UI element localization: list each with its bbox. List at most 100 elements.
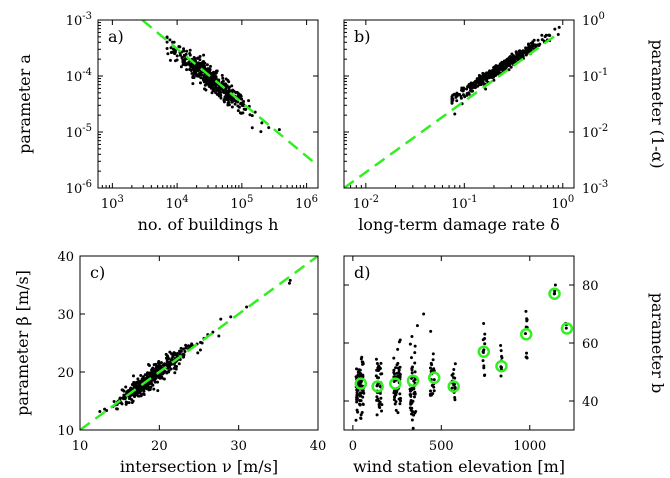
mean-marker <box>447 380 460 393</box>
data-point <box>160 376 164 380</box>
data-point <box>475 77 479 81</box>
x-tick-label: 10-1 <box>451 194 477 212</box>
data-point <box>410 335 414 339</box>
data-point <box>392 398 396 402</box>
data-point <box>217 334 221 338</box>
data-point <box>358 402 362 406</box>
data-point <box>482 77 486 81</box>
data-point <box>183 63 187 67</box>
data-point <box>524 309 528 313</box>
axes-frame <box>79 255 319 431</box>
data-point <box>469 88 473 92</box>
data-point <box>192 66 196 70</box>
data-point <box>376 376 380 380</box>
data-point <box>136 387 140 391</box>
panel-d: 0 500 1000 40 60 80 d) wind station elevation [… <box>343 255 667 476</box>
data-point <box>499 344 503 348</box>
data-point <box>393 395 397 399</box>
data-point <box>485 79 489 83</box>
data-point <box>414 410 418 413</box>
data-point <box>355 367 359 371</box>
data-point <box>197 67 201 71</box>
data-point <box>103 407 107 411</box>
data-point <box>159 364 163 368</box>
data-point <box>227 85 231 89</box>
data-point <box>360 411 364 415</box>
data-point <box>412 413 416 417</box>
data-point <box>413 351 417 355</box>
data-point <box>453 396 457 400</box>
data-point <box>192 75 196 79</box>
data-point <box>219 90 223 94</box>
y-tick-label: 30 <box>57 308 74 323</box>
data-point <box>516 57 520 61</box>
data-point <box>361 360 365 364</box>
data-point <box>498 62 502 66</box>
data-point <box>173 50 177 54</box>
data-point <box>453 386 457 390</box>
data-point <box>253 110 257 114</box>
mean-marker <box>548 287 561 300</box>
data-point <box>536 38 540 42</box>
data-point <box>532 38 536 42</box>
data-point <box>399 396 403 400</box>
data-point <box>432 369 436 373</box>
mean-marker <box>560 322 574 335</box>
data-point <box>259 130 263 134</box>
data-point <box>483 342 487 346</box>
x-tick-label: 0 <box>349 439 357 454</box>
x-axis-label: intersection ν [m/s] <box>120 457 278 476</box>
data-point <box>398 402 402 406</box>
data-point <box>354 418 358 422</box>
data-point <box>395 363 399 367</box>
data-point <box>453 362 457 366</box>
data-point <box>527 49 531 53</box>
y-tick-label: 10-2 <box>582 123 608 141</box>
data-point <box>377 368 381 372</box>
data-point <box>151 366 155 370</box>
data-point <box>139 394 143 398</box>
data-point <box>553 283 557 287</box>
data-point <box>132 394 136 398</box>
data-point <box>362 391 366 395</box>
data-point <box>193 69 197 73</box>
data-point <box>524 355 528 359</box>
data-point <box>411 426 415 430</box>
data-point <box>149 385 153 389</box>
data-point <box>198 55 202 59</box>
panel-label: c) <box>90 263 105 282</box>
data-point <box>234 90 238 94</box>
data-point <box>378 400 382 404</box>
data-point <box>185 68 189 72</box>
data-point <box>491 75 495 79</box>
data-point <box>169 367 173 371</box>
data-point <box>216 86 220 90</box>
data-point <box>398 392 402 396</box>
data-point <box>360 355 364 359</box>
data-point <box>518 49 522 53</box>
mean-marker <box>519 328 533 341</box>
data-point <box>144 376 148 380</box>
x-tick-label: 104 <box>166 194 189 212</box>
data-point <box>428 366 432 370</box>
data-point <box>194 59 198 63</box>
data-point <box>392 368 396 372</box>
data-point <box>130 401 134 405</box>
data-point <box>547 33 551 37</box>
data-point <box>358 399 362 403</box>
data-point <box>199 76 203 80</box>
data-point <box>171 40 175 44</box>
x-tick-label: 100 <box>551 194 574 212</box>
data-point <box>148 388 152 392</box>
y-tick-label: 60 <box>582 337 599 352</box>
data-point <box>393 402 397 406</box>
data-point <box>553 289 557 293</box>
y-tick-label: 10-6 <box>66 179 92 197</box>
data-point <box>227 103 231 107</box>
axes-frame <box>343 19 575 189</box>
data-point <box>503 64 507 68</box>
data-point <box>481 359 485 363</box>
data-point <box>231 88 235 92</box>
data-point <box>463 95 467 99</box>
data-point <box>173 371 177 375</box>
